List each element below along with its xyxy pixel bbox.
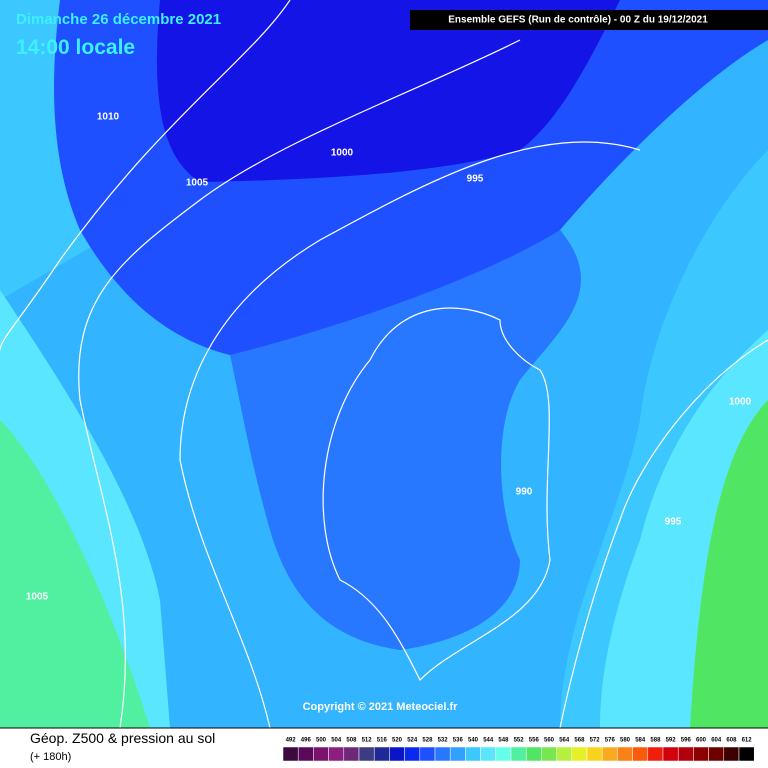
footer-title: Géop. Z500 & pression au sol xyxy=(30,730,215,746)
scale-label: 552 xyxy=(514,738,525,744)
scale-swatch xyxy=(434,746,451,762)
scale-swatch xyxy=(419,746,436,762)
scale-swatch xyxy=(541,746,557,762)
scale-swatch xyxy=(738,746,755,762)
scale-label: 600 xyxy=(696,738,707,744)
isobar-label: 990 xyxy=(516,487,533,498)
scale-label: 608 xyxy=(726,738,737,744)
scale-swatch xyxy=(313,746,329,762)
scale-label: 520 xyxy=(392,738,403,744)
scale-swatch xyxy=(358,746,375,762)
scale-swatch xyxy=(510,746,527,762)
scale-swatch xyxy=(465,746,481,762)
isobar-label: 1000 xyxy=(729,397,752,408)
run-info: Ensemble GEFS (Run de contrôle) - 00 Z d… xyxy=(448,15,708,26)
scale-swatch xyxy=(373,746,390,762)
scale-label: 492 xyxy=(286,738,297,744)
scale-swatch xyxy=(677,746,694,762)
scale-swatch xyxy=(282,746,299,762)
scale-label: 580 xyxy=(620,738,631,744)
band-green-east xyxy=(690,400,768,728)
band-france xyxy=(230,230,581,650)
scale-swatch xyxy=(662,746,679,762)
map-date: Dimanche 26 décembre 2021 xyxy=(16,11,221,28)
scale-swatch xyxy=(328,746,345,762)
scale-swatch xyxy=(693,746,709,762)
scale-swatch xyxy=(723,746,740,762)
scale-swatch xyxy=(556,746,573,762)
scale-label: 540 xyxy=(468,738,479,744)
scale-label: 560 xyxy=(544,738,555,744)
scale-swatch xyxy=(495,746,512,762)
run-banner xyxy=(410,10,768,30)
scale-label: 512 xyxy=(362,738,373,744)
scale-label: 592 xyxy=(666,738,677,744)
scale-swatch xyxy=(525,746,542,762)
scale-swatch xyxy=(389,746,405,762)
band-green-west xyxy=(0,420,150,728)
scale-label: 568 xyxy=(574,738,585,744)
scale-label: 536 xyxy=(453,738,464,744)
map-time: 14:00 locale xyxy=(16,36,135,59)
scale-swatch xyxy=(571,746,588,762)
scale-swatch xyxy=(480,746,497,762)
scale-label: 532 xyxy=(438,738,449,744)
scale-label: 612 xyxy=(742,738,753,744)
scale-label: 516 xyxy=(377,738,388,744)
scale-label: 548 xyxy=(498,738,509,744)
isobar-label: 995 xyxy=(665,517,682,528)
scale-label: 576 xyxy=(605,738,616,744)
scale-swatch xyxy=(601,746,618,762)
scale-swatch xyxy=(647,746,664,762)
scale-swatch xyxy=(632,746,649,762)
scale-label: 564 xyxy=(559,738,570,744)
scale-swatch xyxy=(297,746,314,762)
isobar-label: 1005 xyxy=(26,592,49,603)
scale-swatch xyxy=(617,746,633,762)
isobars xyxy=(0,0,768,729)
isobar-label: 995 xyxy=(467,174,484,185)
isobar-label: 1000 xyxy=(331,148,354,159)
scale-label: 528 xyxy=(422,738,433,744)
isobar-label: 1005 xyxy=(186,178,209,189)
scale-label: 524 xyxy=(407,738,418,744)
scale-label: 544 xyxy=(483,738,494,744)
copyright: Copyright © 2021 Meteociel.fr xyxy=(303,701,459,713)
scale-label: 556 xyxy=(529,738,540,744)
scale-label: 496 xyxy=(301,738,312,744)
scale-label: 572 xyxy=(590,738,601,744)
scale-swatch xyxy=(404,746,421,762)
scale-swatch xyxy=(708,746,725,762)
scale-label: 508 xyxy=(346,738,357,744)
band-low-core xyxy=(156,0,621,182)
scale-label: 500 xyxy=(316,738,327,744)
scale-label: 604 xyxy=(711,738,722,744)
isobar-label: 1010 xyxy=(97,112,120,123)
scale-swatch xyxy=(586,746,603,762)
scale-swatch xyxy=(343,746,360,762)
scale-swatch xyxy=(449,746,466,762)
scale-label: 596 xyxy=(681,738,692,744)
scale-label: 588 xyxy=(650,738,661,744)
footer-lead: (+ 180h) xyxy=(30,751,71,763)
scale-label: 584 xyxy=(635,738,646,744)
scale-label: 504 xyxy=(331,738,342,744)
